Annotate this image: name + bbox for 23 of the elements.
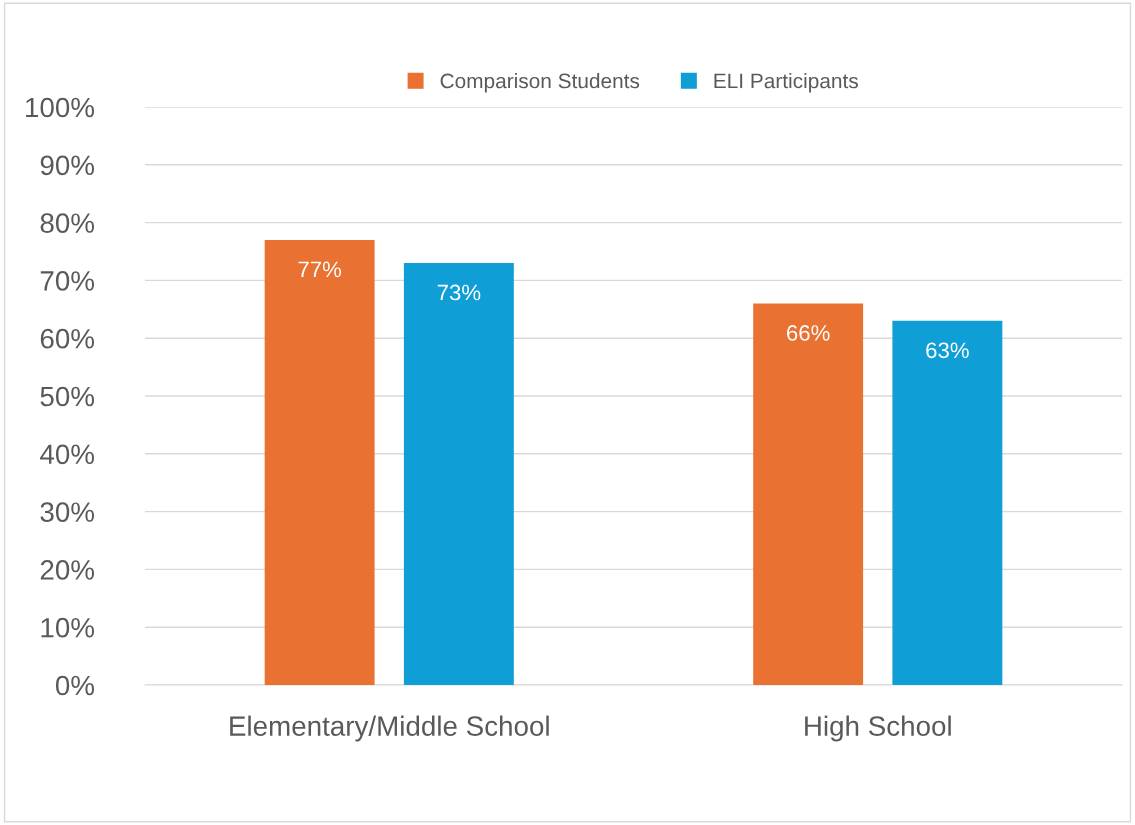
data-label: 73% [437, 284, 481, 301]
x-tick-label: High School [805, 715, 951, 742]
y-tick-label: 100% [26, 97, 95, 118]
y-tick-label: 10% [41, 617, 95, 638]
y-tick-label: 60% [40, 328, 95, 349]
legend-label: ELI Participants [714, 73, 858, 93]
y-tick-label: 90% [40, 155, 95, 176]
y-tick-label: 20% [40, 560, 95, 580]
y-tick-label: 0% [55, 675, 95, 696]
bar [403, 263, 514, 685]
y-tick-label: 40% [40, 444, 95, 465]
y-tick-label: 30% [40, 502, 95, 522]
legend-label: Comparison Students [440, 73, 640, 93]
y-tick-label: 80% [40, 213, 95, 233]
bar [264, 239, 375, 685]
data-label: 66% [787, 325, 830, 341]
data-label: 77% [298, 261, 342, 278]
bar [753, 303, 864, 685]
data-label: 63% [926, 342, 969, 359]
bar [892, 320, 1003, 685]
y-tick-label: 50% [40, 386, 95, 407]
y-tick-label: 70% [40, 271, 95, 291]
x-tick-label: Elementary/Middle School [230, 715, 549, 742]
